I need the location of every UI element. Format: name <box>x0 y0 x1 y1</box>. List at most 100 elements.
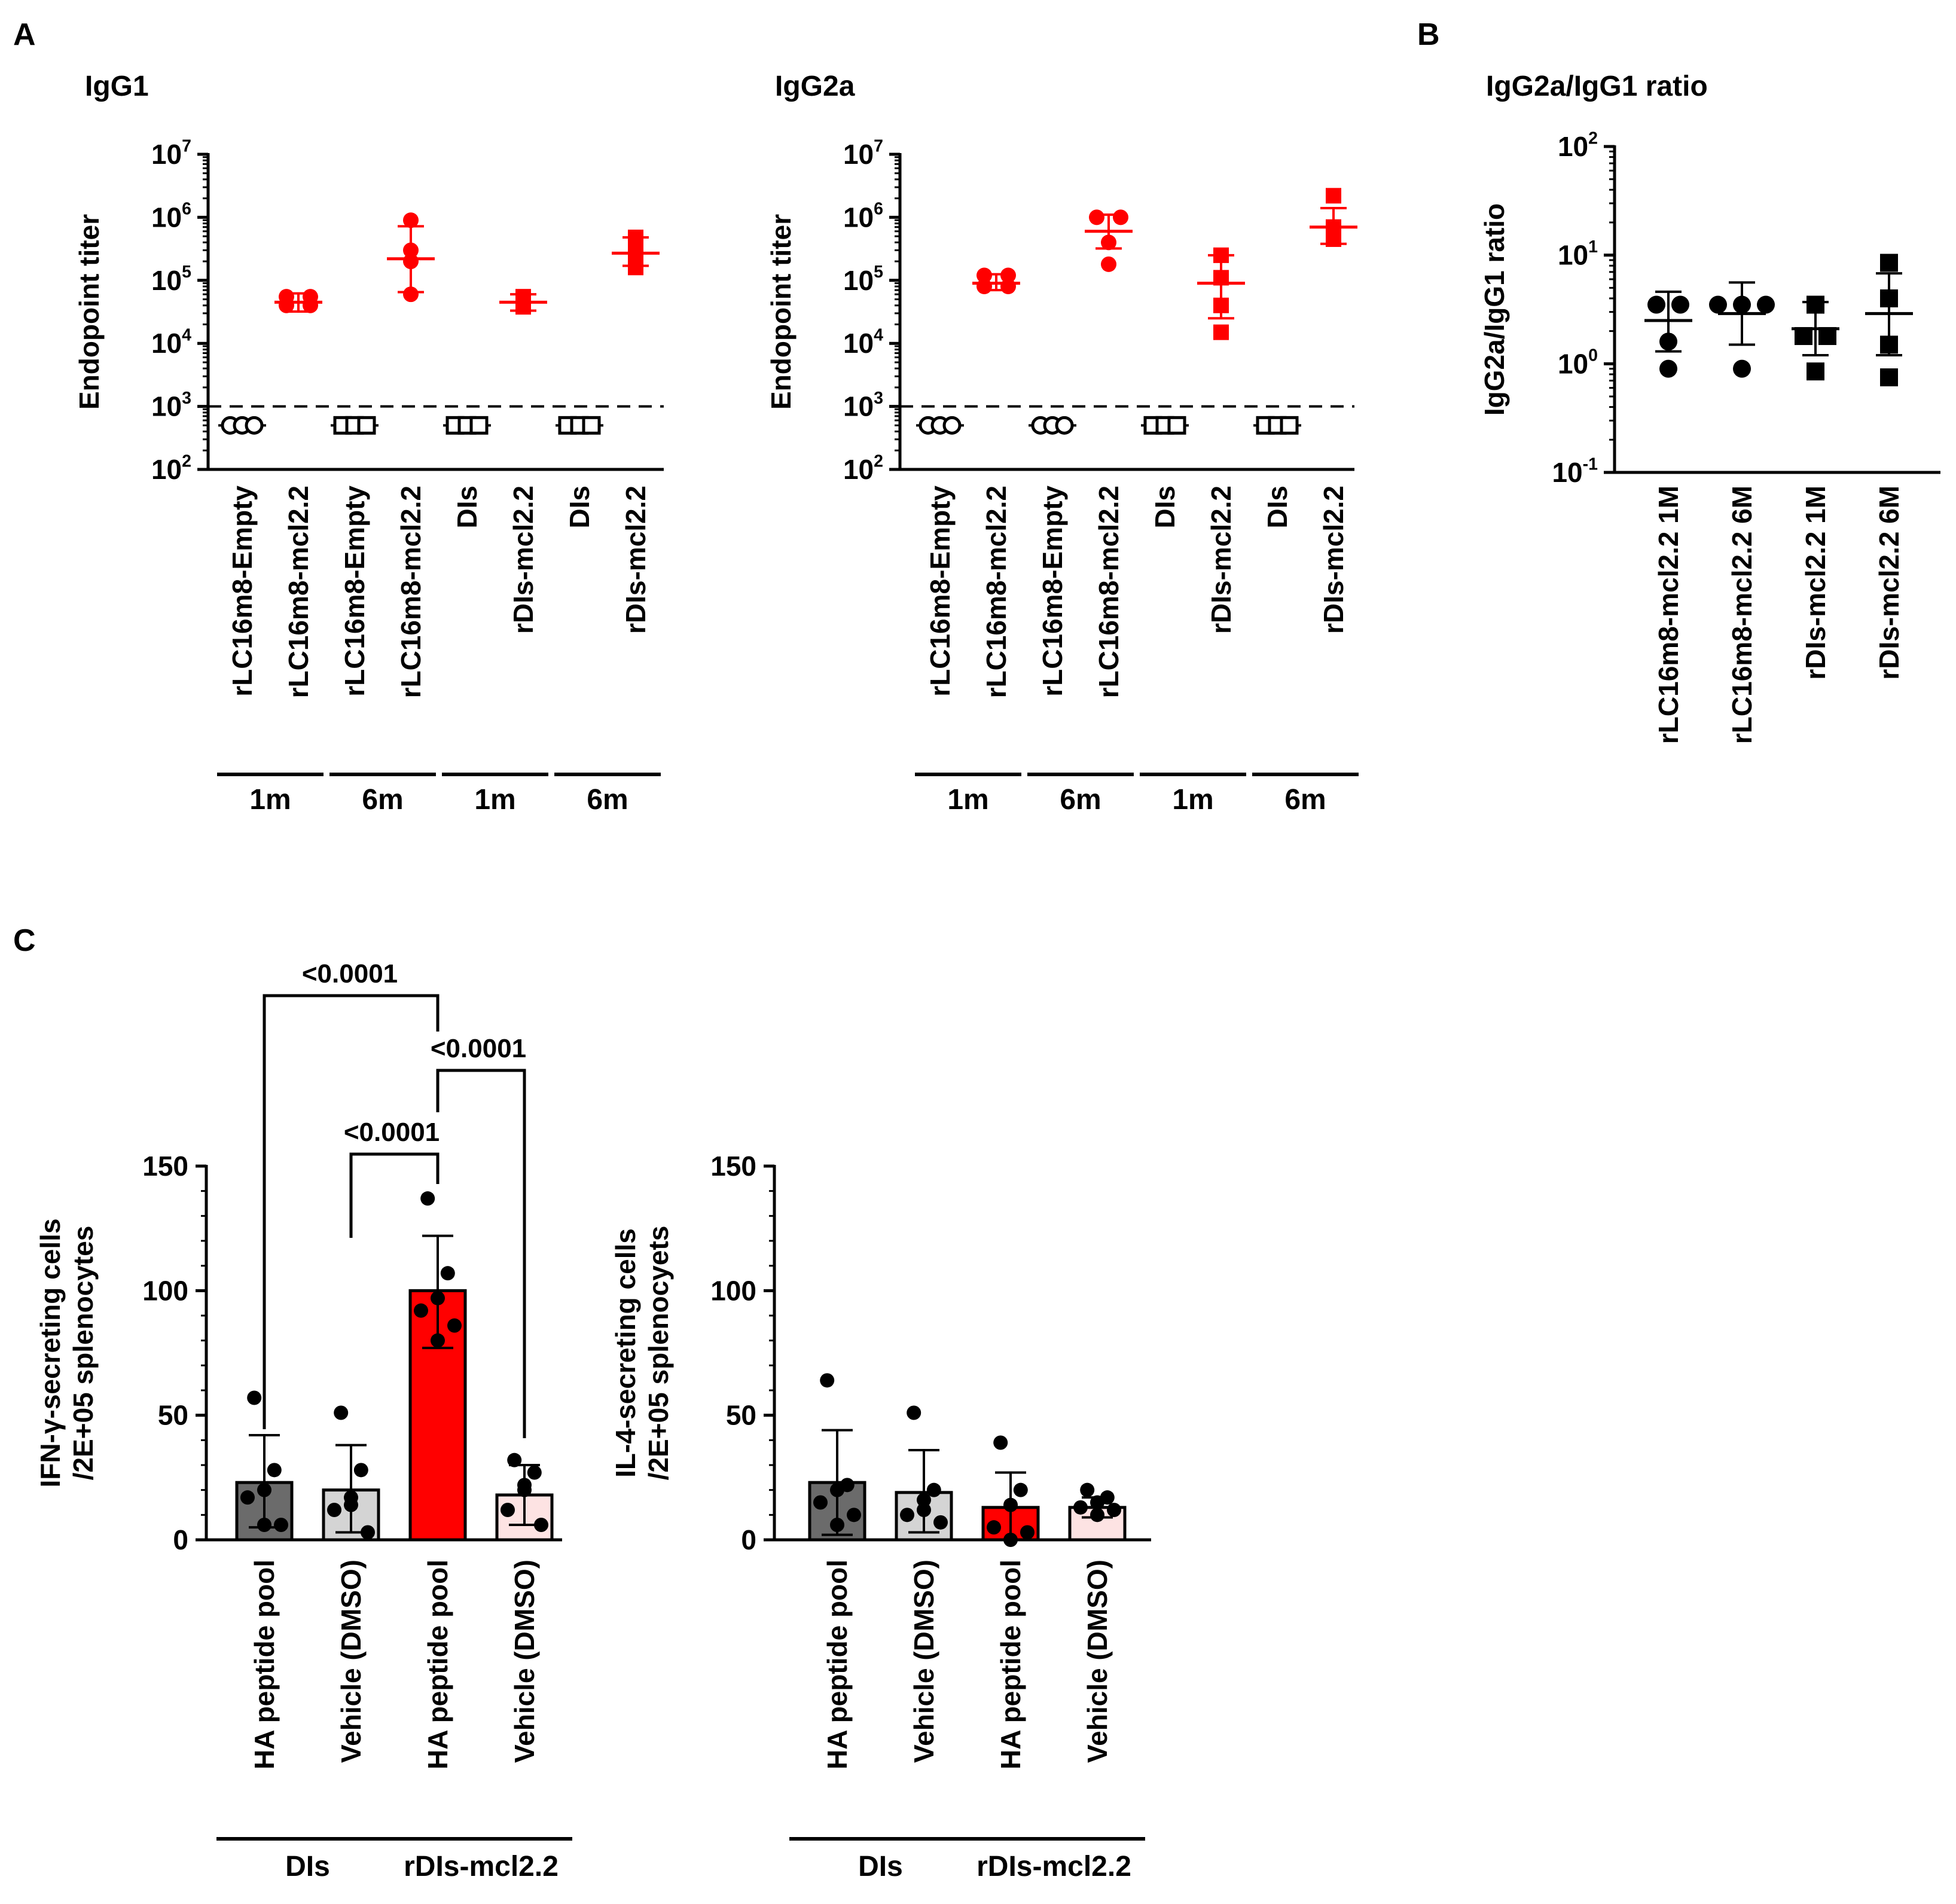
data-point <box>830 1518 844 1532</box>
y-tick-label: 100 <box>710 1275 756 1306</box>
data-point <box>1709 295 1727 314</box>
data-point <box>847 1508 861 1522</box>
data-point <box>942 416 962 435</box>
y-tick-label: 105 <box>843 263 883 296</box>
data-point <box>1880 368 1898 387</box>
group-label: rDIs-mcl2.2 <box>404 1851 559 1882</box>
data-point <box>1101 256 1116 272</box>
data-point <box>1647 295 1665 314</box>
data-point <box>907 1405 921 1420</box>
data-point <box>582 416 601 435</box>
data-point <box>1107 1503 1121 1517</box>
data-point <box>279 297 294 313</box>
data-point <box>431 1290 445 1305</box>
data-point <box>245 416 264 435</box>
data-point <box>353 1463 368 1478</box>
data-point <box>993 1435 1008 1450</box>
data-point <box>820 1373 835 1388</box>
data-point <box>431 1333 445 1348</box>
data-point <box>628 260 643 276</box>
y-axis-label: IgG2a/IgG1 ratio <box>1479 203 1510 416</box>
data-point <box>257 1482 271 1497</box>
panel-label-a: A <box>13 17 36 52</box>
x-tick-label: Vehicle (DMSO) <box>335 1560 367 1763</box>
x-tick-label: rLC16m8-mcl2.2 <box>981 486 1012 698</box>
data-point <box>917 1503 931 1517</box>
data-point <box>813 1495 828 1510</box>
data-point <box>1167 416 1186 435</box>
x-tick-label: rLC16m8-mcl2.2 1M <box>1653 486 1684 744</box>
y-tick-label: 102 <box>1558 129 1598 162</box>
x-tick-label: rDIs-mcl2.2 <box>508 486 539 634</box>
data-point <box>1013 1482 1028 1497</box>
group-label: 1m <box>947 784 988 816</box>
panel-label-b: B <box>1417 17 1440 52</box>
x-tick-label: HA peptide pool <box>422 1560 453 1769</box>
group-label: 6m <box>1060 784 1101 816</box>
y-axis-label: Endopoint titer <box>765 214 797 410</box>
x-tick-label: HA peptide pool <box>995 1560 1026 1769</box>
data-point <box>414 1303 428 1318</box>
data-point <box>900 1508 914 1522</box>
significance-bracket <box>263 994 440 1429</box>
data-point <box>1213 297 1229 313</box>
y-axis-label: Endopoint titer <box>74 214 105 410</box>
data-point <box>403 286 419 303</box>
data-point <box>1733 359 1751 378</box>
data-point <box>267 1463 282 1478</box>
data-point <box>507 1453 522 1467</box>
data-point <box>247 1390 262 1405</box>
data-point <box>1326 188 1341 204</box>
x-tick-label: rDIs-mcl2.2 <box>1318 486 1349 634</box>
data-point <box>1659 332 1677 351</box>
y-tick-label: 100 <box>142 1275 188 1306</box>
data-point <box>1213 270 1229 286</box>
data-point <box>501 1503 515 1517</box>
data-point <box>344 1497 358 1512</box>
data-point <box>257 1518 271 1532</box>
y-axis-label-line2: /2E+05 splenocytes <box>68 1226 99 1481</box>
data-point <box>403 212 419 228</box>
data-point <box>1090 1495 1104 1510</box>
significance-bracket <box>349 1152 440 1238</box>
group-label: 6m <box>362 784 403 816</box>
x-tick-label: rLC16m8-mcl2.2 <box>395 486 426 698</box>
data-point <box>1818 327 1836 345</box>
x-tick-label: rDIs-mcl2.2 <box>1206 486 1237 634</box>
y-tick-label: 0 <box>741 1524 756 1555</box>
data-point <box>1213 247 1229 263</box>
data-point <box>403 242 419 258</box>
data-point <box>1101 234 1116 251</box>
data-point <box>240 1490 255 1505</box>
data-point <box>1090 1508 1104 1522</box>
data-point <box>917 1493 931 1508</box>
data-point <box>303 289 318 305</box>
data-point <box>1003 1533 1018 1547</box>
x-tick-label: rLC16m8-Empty <box>339 486 370 697</box>
data-point <box>440 1266 455 1281</box>
y-tick-label: 150 <box>710 1151 756 1182</box>
data-point <box>1326 231 1341 247</box>
data-point <box>274 1518 288 1532</box>
x-tick-label: Vehicle (DMSO) <box>509 1560 540 1763</box>
data-point <box>1880 289 1898 307</box>
data-point <box>1880 335 1898 354</box>
p-value-label: <0.0001 <box>431 1034 526 1063</box>
y-tick-label: 100 <box>1558 346 1598 380</box>
ifn-gamma-bar-chart: IFN-γ-secreting cells/2E+05 splenocytes 0… <box>35 959 572 1882</box>
data-point <box>1089 209 1104 225</box>
data-point <box>1020 1525 1035 1540</box>
data-point <box>977 279 992 295</box>
data-point <box>987 1520 1001 1535</box>
y-tick-label: 107 <box>151 136 191 170</box>
y-tick-label: 107 <box>843 136 883 170</box>
data-point <box>1880 254 1898 272</box>
il4-bar-chart: IL-4-secreting cells/2E+05 splenocyets 0 5… <box>610 1151 1151 1882</box>
group-label: 6m <box>587 784 628 816</box>
data-point <box>327 1503 341 1517</box>
y-axis-label-line1: IL-4-secreting cells <box>610 1228 641 1478</box>
x-tick-label: rLC16m8-Empty <box>1037 486 1068 697</box>
y-tick-label: 0 <box>173 1524 188 1555</box>
data-point <box>926 1482 941 1497</box>
